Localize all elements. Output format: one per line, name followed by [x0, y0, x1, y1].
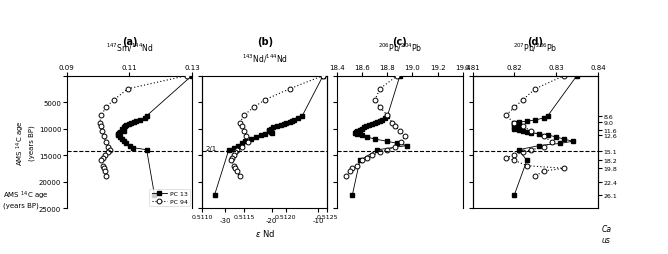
Text: 2/1: 2/1 [206, 145, 217, 151]
Y-axis label: AMS $^{14}$C age
(years BP): AMS $^{14}$C age (years BP) [15, 119, 35, 165]
Title: $^{147}$Sm/$^{144}$Nd: $^{147}$Sm/$^{144}$Nd [106, 41, 153, 53]
Title: $^{206}$Pb/$^{204}$Pb: $^{206}$Pb/$^{204}$Pb [378, 41, 422, 53]
Text: (a): (a) [122, 37, 137, 47]
Title: $^{143}$Nd/$^{144}$Nd: $^{143}$Nd/$^{144}$Nd [242, 53, 288, 65]
Text: Ca
us: Ca us [601, 225, 611, 244]
Title: $^{207}$Pb/$^{206}$Pb: $^{207}$Pb/$^{206}$Pb [513, 41, 557, 53]
Text: (b): (b) [257, 37, 273, 47]
Text: AMS $^{14}$C age
(years BP): AMS $^{14}$C age (years BP) [3, 188, 49, 208]
Legend: PC 13, PC 94: PC 13, PC 94 [149, 189, 190, 207]
Text: (c): (c) [393, 37, 407, 47]
X-axis label: $\varepsilon$ Nd: $\varepsilon$ Nd [255, 227, 275, 238]
Text: (d): (d) [527, 37, 543, 47]
